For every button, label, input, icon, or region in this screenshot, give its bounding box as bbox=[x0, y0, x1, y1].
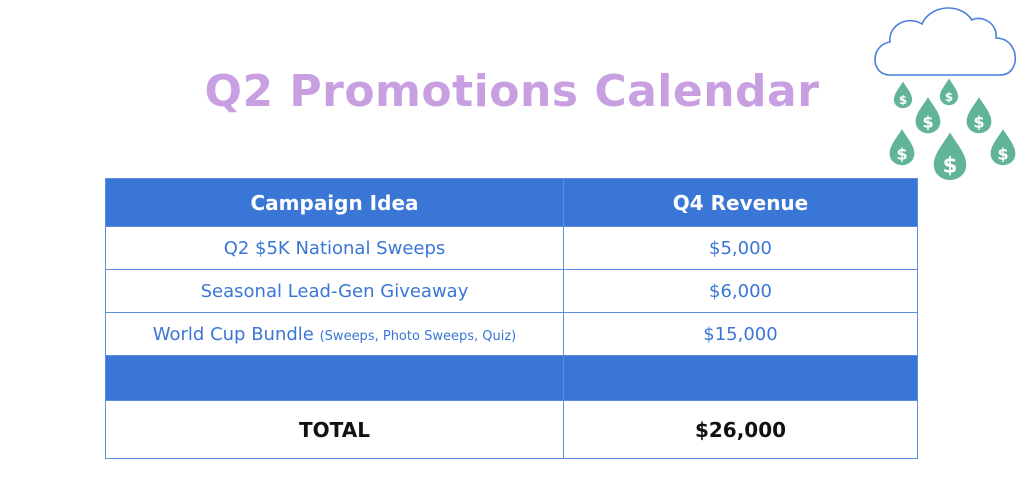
money-drop-icon: $ bbox=[893, 81, 913, 109]
cloud-icon bbox=[874, 7, 1017, 76]
table-row: Q2 $5K National Sweeps $5,000 bbox=[105, 226, 918, 270]
revenue-cell: $5,000 bbox=[563, 226, 918, 270]
table-row: World Cup Bundle (Sweeps, Photo Sweeps, … bbox=[105, 312, 918, 356]
header-revenue: Q4 Revenue bbox=[563, 178, 918, 227]
campaign-note: (Sweeps, Photo Sweeps, Quiz) bbox=[319, 328, 517, 344]
total-label: TOTAL bbox=[105, 400, 564, 459]
money-drop-icon: $ bbox=[889, 129, 915, 166]
money-drop-icon: $ bbox=[939, 78, 959, 106]
table-header-row: Campaign Idea Q4 Revenue bbox=[105, 178, 918, 227]
svg-text:$: $ bbox=[943, 154, 958, 179]
money-drops: $ $ $ $ $ $ $ bbox=[889, 78, 1016, 180]
svg-text:$: $ bbox=[973, 113, 984, 132]
svg-text:$: $ bbox=[896, 145, 907, 164]
page-title: Q2 Promotions Calendar bbox=[204, 66, 820, 117]
svg-text:$: $ bbox=[997, 145, 1008, 164]
campaign-cell: World Cup Bundle (Sweeps, Photo Sweeps, … bbox=[105, 312, 564, 356]
campaign-cell: Seasonal Lead-Gen Giveaway bbox=[105, 269, 564, 313]
table-row: Seasonal Lead-Gen Giveaway $6,000 bbox=[105, 269, 918, 313]
header-campaign: Campaign Idea bbox=[105, 178, 564, 227]
total-value: $26,000 bbox=[563, 400, 918, 459]
money-drop-icon: $ bbox=[966, 97, 992, 134]
total-row: TOTAL $26,000 bbox=[105, 400, 918, 459]
cloud-raining-money-icon: $ $ $ $ $ $ $ bbox=[874, 7, 1017, 180]
svg-text:$: $ bbox=[945, 90, 953, 104]
spacer-band-row bbox=[105, 355, 918, 401]
campaign-cell: Q2 $5K National Sweeps bbox=[105, 226, 564, 270]
money-drop-icon: $ bbox=[933, 132, 967, 180]
revenue-cell: $15,000 bbox=[563, 312, 918, 356]
revenue-cell: $6,000 bbox=[563, 269, 918, 313]
money-drop-icon: $ bbox=[915, 97, 941, 134]
promotions-table: Campaign Idea Q4 Revenue Q2 $5K National… bbox=[105, 178, 918, 459]
money-drop-icon: $ bbox=[990, 129, 1016, 166]
svg-text:$: $ bbox=[899, 93, 907, 107]
svg-text:$: $ bbox=[922, 113, 933, 132]
